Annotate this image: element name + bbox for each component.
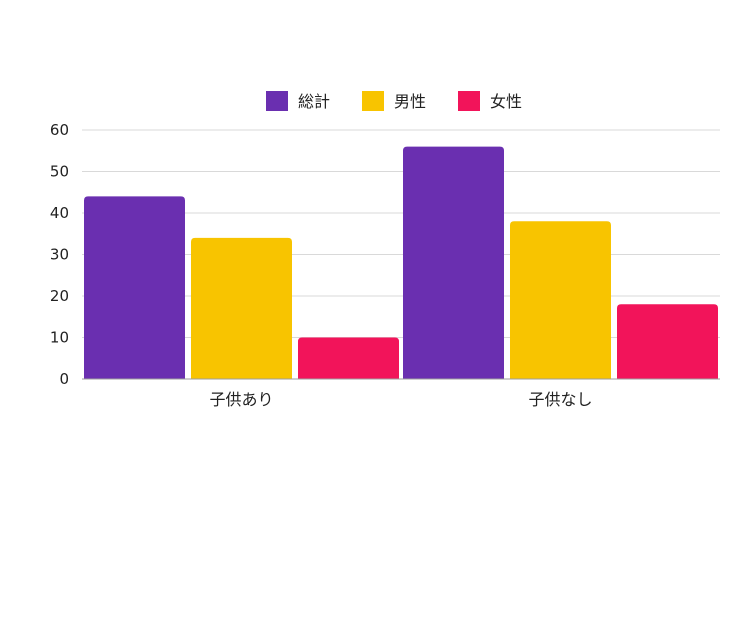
legend-swatch — [362, 91, 384, 111]
x-axis: 子供あり 子供なし — [82, 378, 720, 409]
bar-総計-子供あり — [84, 196, 185, 379]
y-tick-label: 40 — [50, 204, 69, 222]
legend-label: 男性 — [394, 92, 426, 111]
legend-swatch — [458, 91, 480, 111]
y-axis-ticks: 0 10 20 30 40 50 60 — [50, 121, 69, 388]
bar-女性-子供なし — [617, 304, 718, 379]
bar-男性-子供あり — [191, 237, 292, 379]
y-tick-label: 60 — [50, 121, 69, 139]
bar-総計-子供なし — [403, 146, 504, 379]
y-tick-label: 50 — [50, 163, 69, 181]
y-tick-label: 30 — [50, 246, 69, 264]
legend-label: 女性 — [490, 92, 522, 111]
bars — [84, 146, 718, 379]
x-category-label: 子供あり — [209, 390, 273, 409]
legend-item: 男性 — [362, 91, 426, 111]
legend-item: 総計 — [266, 91, 330, 111]
x-category-label: 子供なし — [528, 390, 592, 409]
legend-item: 女性 — [458, 91, 522, 111]
bar-男性-子供なし — [510, 221, 611, 379]
y-tick-label: 10 — [50, 329, 69, 347]
gridlines — [82, 129, 720, 338]
y-tick-label: 0 — [59, 370, 69, 388]
legend-swatch — [266, 91, 288, 111]
legend: 総計 男性 女性 — [266, 91, 522, 111]
y-tick-label: 20 — [50, 287, 69, 305]
legend-label: 総計 — [298, 92, 330, 111]
bar-女性-子供あり — [298, 337, 399, 379]
